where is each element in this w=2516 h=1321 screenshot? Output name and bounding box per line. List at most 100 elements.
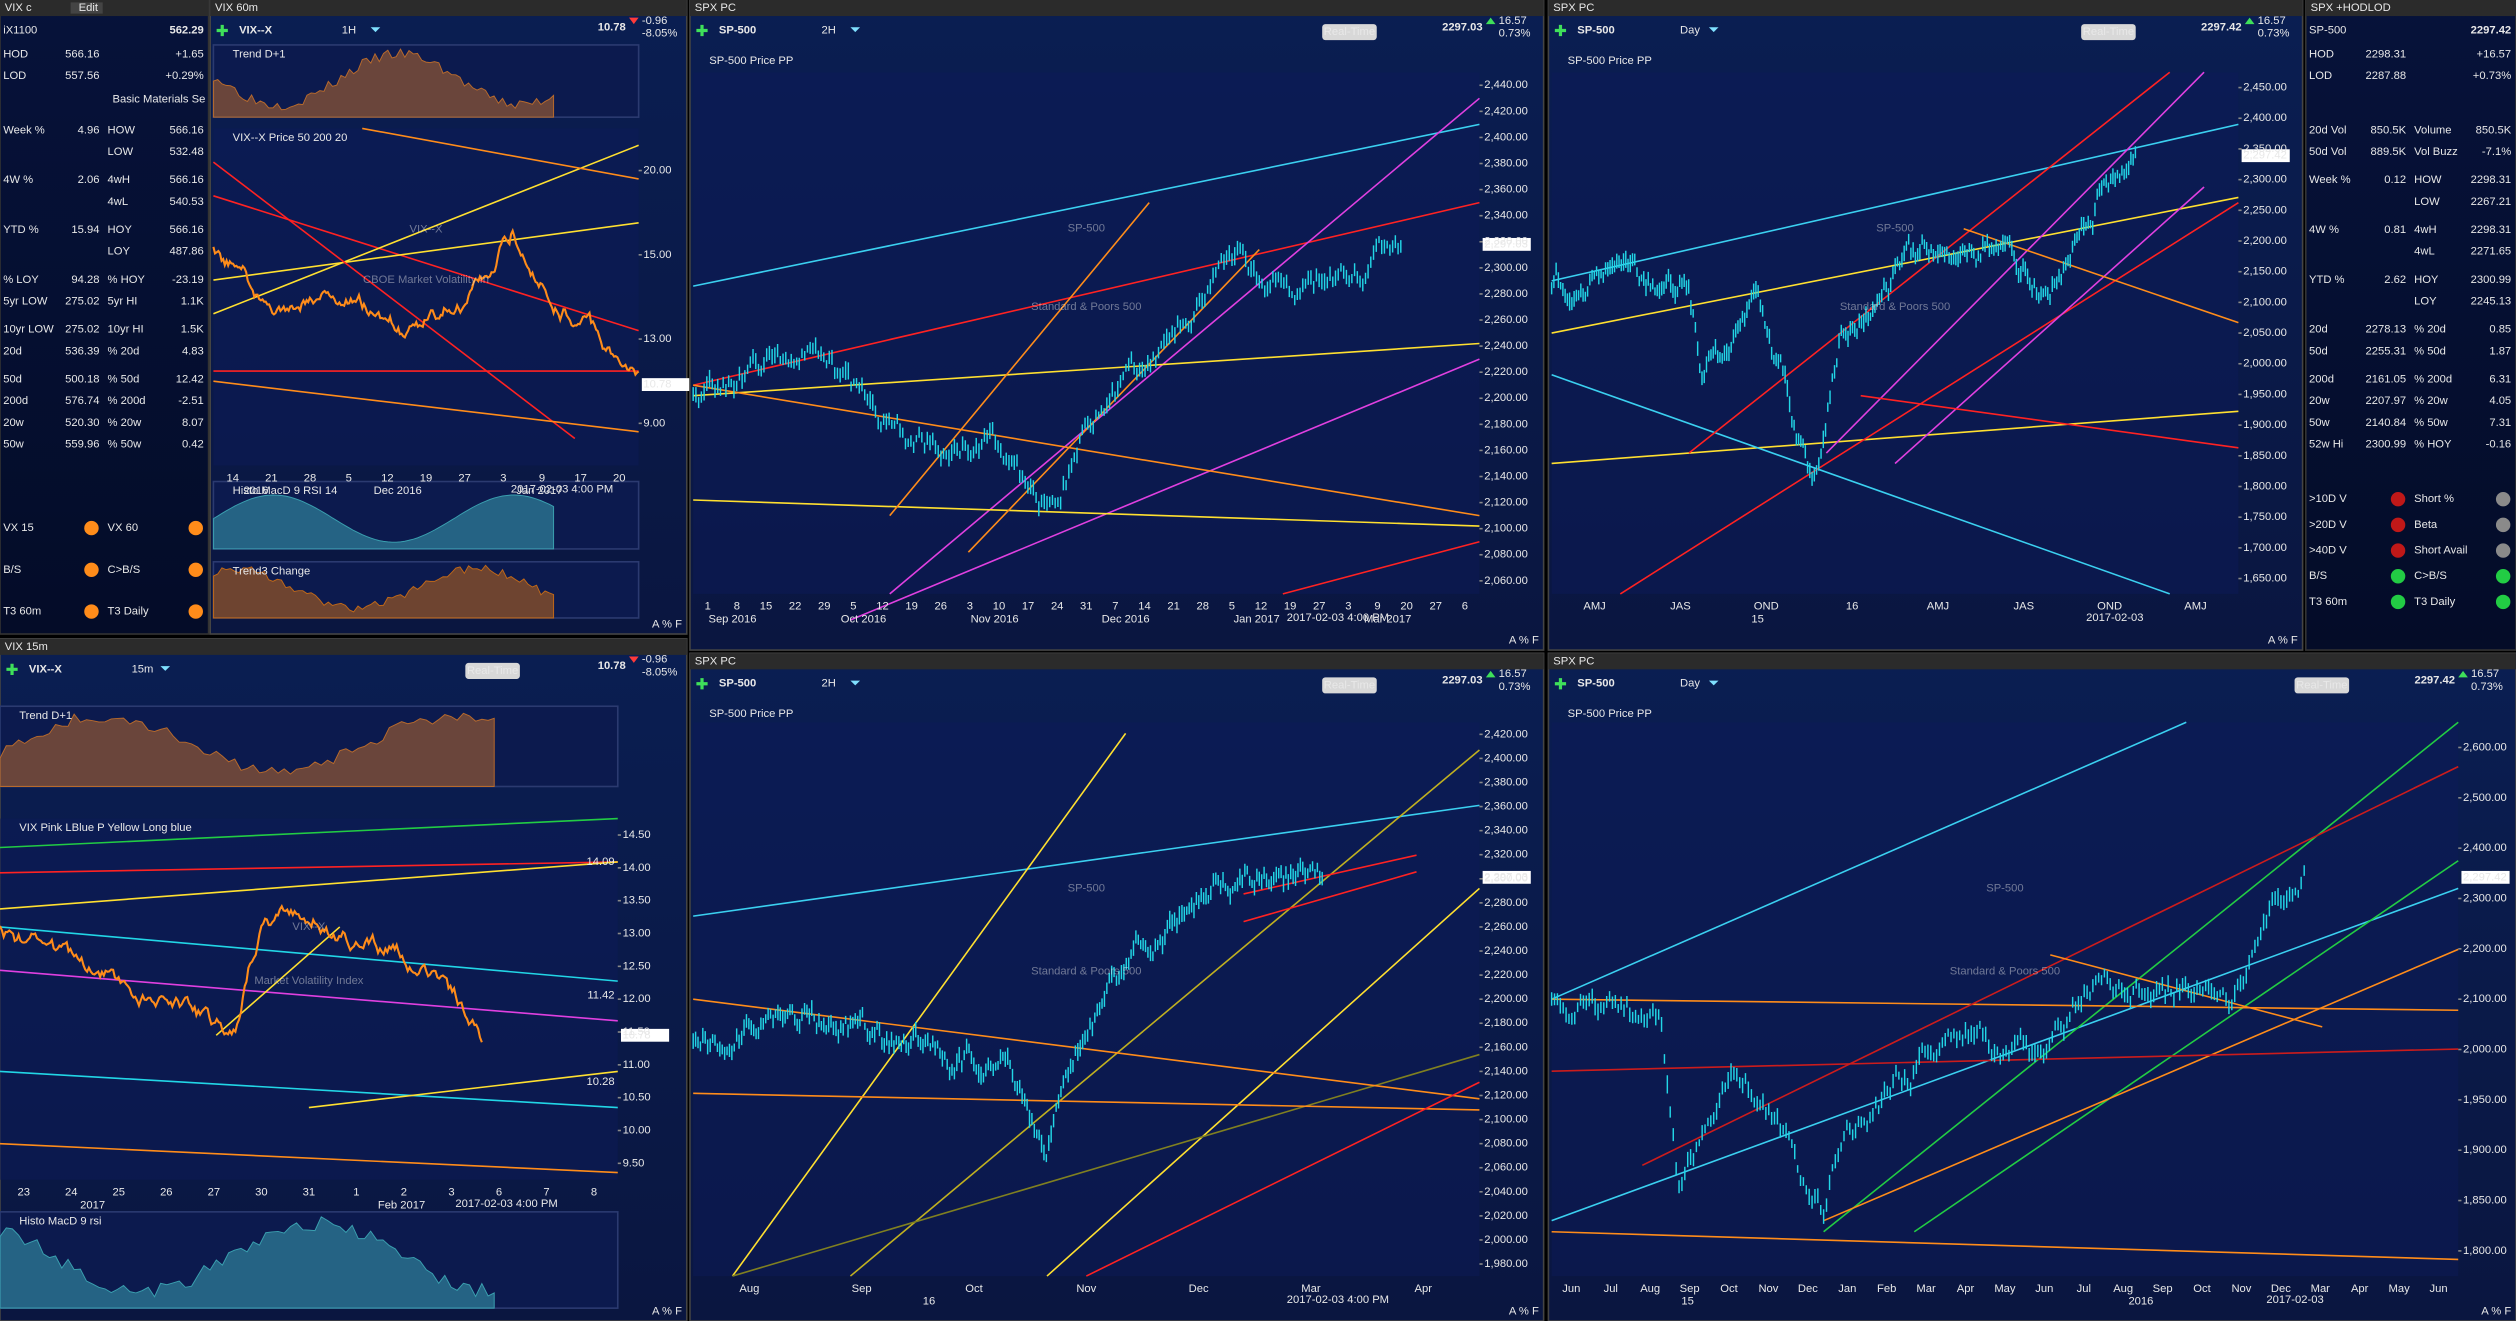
trend-line — [1085, 1081, 1480, 1277]
y-tick-label: 2,150.00 — [2243, 266, 2287, 278]
row-label: 20d — [2309, 324, 2328, 336]
y-tick-label: 9.00 — [643, 417, 665, 429]
x-year-label: Dec 2016 — [374, 485, 422, 497]
x-tick-label: 14 — [1138, 601, 1150, 613]
row-value: 6.31 — [2489, 374, 2511, 386]
last-price: 2,297.42 — [2463, 871, 2507, 883]
y-tick-label: 1,950.00 — [2463, 1094, 2507, 1106]
last-price: 2,297.42 — [2243, 150, 2287, 162]
realtime-button[interactable] — [2294, 677, 2350, 694]
x-tick-label: Aug — [739, 1283, 759, 1295]
x-tick-label: Jun — [2035, 1283, 2053, 1295]
x-tick-label: Mar — [2311, 1283, 2331, 1295]
y-tick-label: 2,100.00 — [2243, 296, 2287, 308]
y-tick-label: 12.00 — [623, 993, 651, 1005]
axis-tools: A % F — [1509, 1305, 1539, 1317]
x-tick-label: 5 — [850, 601, 856, 613]
window-title: SPX PC — [1553, 655, 1594, 667]
signal-label: C>B/S — [2414, 570, 2447, 582]
row-value: 2.62 — [2384, 274, 2406, 286]
x-tick-label: May — [1994, 1283, 2016, 1295]
change-pct: -8.05% — [642, 667, 678, 679]
row-value: 2298.31 — [2366, 49, 2407, 61]
x-tick-label: 22 — [789, 601, 801, 613]
trend-line — [212, 161, 576, 440]
watermark: CBOE Market Volatility In — [363, 274, 489, 286]
y-tick-label: 1,850.00 — [2243, 450, 2287, 462]
realtime-label: Real-Time — [2083, 26, 2134, 38]
window-bar — [0, 0, 209, 17]
level-label: 11.42 — [587, 990, 614, 1002]
y-tick-label: 2,200.00 — [1484, 392, 1528, 404]
x-tick-label: Nov — [1076, 1283, 1096, 1295]
y-tick-label: 1,750.00 — [2243, 511, 2287, 523]
trend-line — [0, 817, 618, 849]
realtime-button[interactable] — [2081, 24, 2136, 41]
price: 10.78 — [598, 21, 626, 33]
y-tick-label: 2,180.00 — [1484, 1017, 1528, 1029]
watermark: SP-500 — [1876, 223, 1913, 235]
window-title: SPX PC — [695, 2, 736, 14]
trend-line — [213, 144, 639, 315]
y-tick-label: 2,060.00 — [1484, 575, 1528, 587]
trend-line — [693, 342, 1480, 397]
row-label: % 20w — [108, 417, 143, 429]
y-tick-label: 1,800.00 — [2243, 480, 2287, 492]
realtime-button[interactable] — [465, 662, 520, 679]
x-year-label: Sep 2016 — [708, 614, 756, 626]
row-label: 200d — [3, 395, 28, 407]
y-tick-label: 2,350.00 — [2243, 143, 2287, 155]
row-label: % 20d — [2414, 324, 2446, 336]
row-label: % HOY — [2414, 439, 2452, 451]
row-value: 557.56 — [65, 70, 99, 82]
x-year-label: 2016 — [2128, 1296, 2153, 1308]
row-label: YTD % — [2309, 274, 2345, 286]
row-label: 52w Hi — [2309, 439, 2343, 451]
row-value: 0.81 — [2384, 224, 2406, 236]
x-tick-label: 9 — [539, 472, 545, 484]
trend-line — [1282, 540, 1480, 595]
x-tick-label: 21 — [265, 472, 277, 484]
signal-label: Beta — [2414, 519, 2438, 531]
x-tick-label: Apr — [1415, 1283, 1433, 1295]
y-tick-label: 15.00 — [643, 249, 671, 261]
realtime-button[interactable] — [1322, 24, 1377, 41]
x-tick-label: AMJ — [1927, 601, 1949, 613]
trend-line — [1641, 765, 2459, 1167]
signal-label: T3 Daily — [108, 606, 150, 618]
row-value: 520.30 — [65, 417, 99, 429]
x-tick-label: 9 — [1374, 601, 1380, 613]
x-tick-label: Mar — [1301, 1283, 1321, 1295]
y-tick-label: 1,980.00 — [1484, 1258, 1528, 1270]
signal-label: >40D V — [2309, 545, 2347, 557]
trend-line — [849, 749, 1480, 1277]
trend-line — [850, 358, 1480, 621]
y-tick-label: 2,440.00 — [1484, 79, 1528, 91]
row-label: LOD — [2309, 70, 2332, 82]
change-pct: 0.73% — [2471, 681, 2503, 693]
x-year-label: Jan 2017 — [516, 485, 562, 497]
change-pct: 0.73% — [1499, 681, 1531, 693]
window-bar — [1548, 653, 2516, 670]
indicator-label: SP-500 Price PP — [1568, 708, 1652, 720]
signal-label: T3 60m — [3, 606, 41, 618]
row-label: Volume — [2414, 124, 2451, 136]
symbol: VIX--X — [239, 24, 273, 36]
y-tick-label: 2,040.00 — [1484, 1186, 1528, 1198]
plot-area — [693, 72, 1480, 594]
signal-dot — [2390, 543, 2406, 558]
row-value: 2140.84 — [2366, 417, 2407, 429]
realtime-button[interactable] — [1322, 677, 1377, 694]
x-tick-label: Oct — [2193, 1283, 2211, 1295]
interval: 2H — [822, 678, 836, 690]
y-tick-label: 2,340.00 — [1484, 825, 1528, 837]
row-label: 5yr LOW — [3, 296, 48, 308]
dropdown-arrow — [1708, 680, 1719, 686]
edit-button[interactable] — [70, 2, 103, 14]
y-tick-label: 13.00 — [643, 333, 671, 345]
trend-line — [889, 97, 1480, 595]
row-change: +1.65 — [175, 49, 203, 61]
row-label: LOW — [108, 146, 134, 158]
signal-dot — [2390, 569, 2406, 584]
